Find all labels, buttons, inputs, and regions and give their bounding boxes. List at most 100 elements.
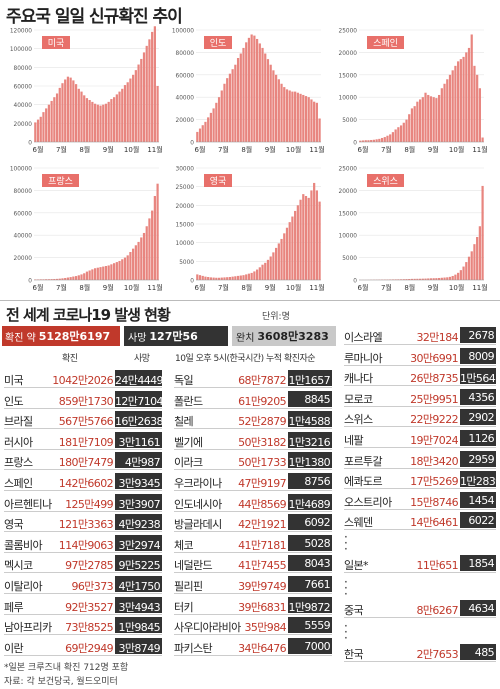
y-tick-label: 20000 <box>339 189 358 195</box>
row-separator <box>4 387 162 388</box>
section-divider <box>0 300 500 301</box>
summary-deaths: 사망 127만56 <box>124 326 228 346</box>
confirmed-count: 19만7024 <box>410 434 459 447</box>
x-tick-label: 11월 <box>309 283 324 292</box>
bar <box>207 117 210 142</box>
table-row: 포르투갈 18만3420 2959 <box>344 450 496 469</box>
deaths-count: 1454 <box>460 491 496 508</box>
bar <box>74 84 78 142</box>
summary-recovered-label: 완치 <box>236 332 255 344</box>
bar <box>239 53 242 142</box>
table-row: 체코 41만7181 5028 <box>174 534 332 553</box>
row-separator <box>174 448 332 450</box>
bar <box>402 279 405 280</box>
bar <box>55 93 59 142</box>
bar <box>361 140 365 142</box>
deaths-count: 4만9238 <box>115 514 162 531</box>
bar <box>209 277 213 280</box>
country-name: 인도 <box>4 394 24 408</box>
row-separator <box>344 508 496 510</box>
bar <box>220 90 223 142</box>
bar <box>137 64 140 142</box>
table-row: 스위스 22만9222 2902 <box>344 408 496 428</box>
row-separator <box>174 387 332 388</box>
x-tick-label: 8월 <box>79 283 90 292</box>
y-tick-label: 40000 <box>14 234 33 240</box>
y-tick-label: 40000 <box>176 96 195 102</box>
bar <box>446 79 449 142</box>
bar <box>383 137 386 142</box>
bar <box>110 99 113 142</box>
bar <box>432 278 435 280</box>
bar <box>416 101 419 142</box>
y-tick-label: 25000 <box>176 185 195 191</box>
table-title: 전 세계 코로나19 발생 현황 <box>6 306 171 324</box>
country-name: 포르투갈 <box>344 454 383 468</box>
bar <box>129 78 132 142</box>
deaths-count: 1126 <box>460 430 496 446</box>
bar <box>467 256 471 280</box>
row-separator <box>174 654 332 656</box>
x-tick-label: 9월 <box>103 283 114 292</box>
country-name: 스웨덴 <box>344 516 373 530</box>
confirmed-count: 35만984 <box>244 621 286 635</box>
y-tick-label: 60000 <box>176 73 195 79</box>
confirmed-count: 69만2949 <box>65 641 114 655</box>
table-row: 루마니아 30만6991 8009 <box>344 347 496 366</box>
bar <box>261 47 264 142</box>
table-row: 오스트리아 15만8746 1454 <box>344 491 496 510</box>
confirmed-count: 121만3363 <box>58 518 114 532</box>
deaths-count: 1만4588 <box>288 411 332 428</box>
confirmed-count: 8만6267 <box>416 603 458 617</box>
bar <box>478 226 481 280</box>
y-tick-label: 0 <box>353 279 357 285</box>
country-label-box <box>367 36 404 49</box>
chart-panel-3: 0 20000 40000 60000 80000 100000 6월 7월 8월 9월 10월 11… <box>10 167 163 293</box>
bar <box>107 101 110 142</box>
bar <box>223 277 226 280</box>
bar <box>440 277 443 280</box>
bar <box>113 97 116 142</box>
bar <box>156 86 159 142</box>
bar <box>266 259 270 280</box>
row-separator <box>344 661 496 663</box>
x-tick-label: 9월 <box>265 283 276 292</box>
row-separator <box>344 467 496 469</box>
row-separator <box>4 510 162 512</box>
deaths-count: 5559 <box>288 617 332 634</box>
bar <box>454 65 457 142</box>
bar <box>61 278 64 280</box>
bar <box>294 91 297 142</box>
bar <box>104 103 108 142</box>
country-name: 캐나다 <box>344 372 373 386</box>
country-name: 콜롬비아 <box>4 538 43 552</box>
bar <box>288 90 291 142</box>
x-tick-label: 6월 <box>33 283 44 292</box>
country-label-box <box>204 36 232 49</box>
y-tick-label: 0 <box>28 141 32 147</box>
deaths-count: 7000 <box>288 637 332 654</box>
confirmed-count: 96만373 <box>71 580 113 593</box>
bar <box>294 210 297 280</box>
bar <box>435 278 438 280</box>
row-separator <box>174 531 332 533</box>
summary-confirmed-value: 5128만6197 <box>38 330 111 343</box>
bar <box>310 99 313 142</box>
y-tick-label: 0 <box>190 279 194 285</box>
country-name: 필리핀 <box>174 580 203 593</box>
bar <box>307 97 310 142</box>
bar <box>397 279 400 280</box>
deaths-count: 6022 <box>460 512 496 529</box>
bar <box>451 275 454 280</box>
y-tick-label: 20000 <box>14 122 33 128</box>
header-deaths: 사망 <box>134 354 150 364</box>
y-tick-label: 25000 <box>339 167 358 173</box>
bar <box>364 140 367 142</box>
bar <box>269 64 272 142</box>
bar <box>443 83 446 142</box>
bar <box>85 271 89 280</box>
x-tick-label: 8월 <box>241 283 252 292</box>
x-tick-label: 6월 <box>358 145 369 154</box>
bar <box>375 139 378 142</box>
bar <box>283 233 286 280</box>
